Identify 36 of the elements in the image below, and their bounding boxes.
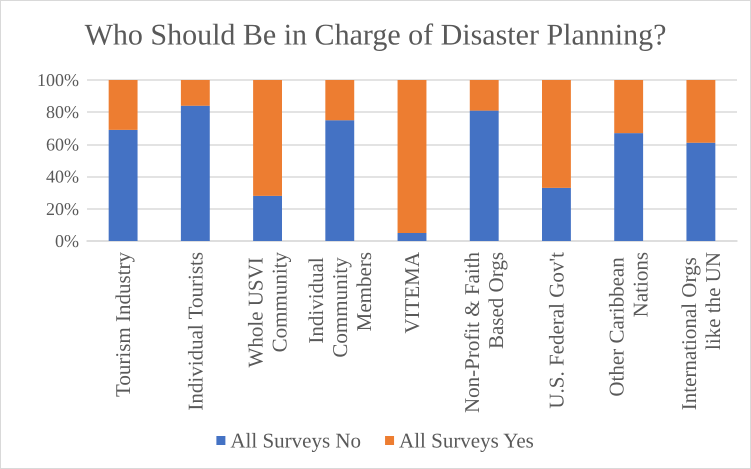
x-tick-label: Non-Profit & Faith Based Orgs xyxy=(460,252,508,413)
chart-title: Who Should Be in Charge of Disaster Planning? xyxy=(84,18,666,52)
bar xyxy=(108,80,138,130)
bar xyxy=(398,232,426,241)
bar xyxy=(542,80,571,188)
bar xyxy=(253,196,282,241)
y-tick-label: 100% xyxy=(37,70,79,90)
x-tick-label: U.S. Federal Gov't xyxy=(544,252,568,409)
bar xyxy=(325,120,354,241)
x-tick-label: Whole USVI Community xyxy=(244,252,292,368)
bar xyxy=(398,80,426,233)
y-tick-label: 80% xyxy=(46,102,79,122)
x-tick-label: Other Caribbean Nations xyxy=(604,252,653,397)
bar xyxy=(686,142,716,241)
bar xyxy=(325,80,354,120)
bar xyxy=(253,80,282,196)
legend-label: All Surveys No xyxy=(230,428,362,452)
legend-label: All Surveys Yes xyxy=(399,428,534,452)
x-tick-label: Individual Community Members xyxy=(304,252,376,358)
bar xyxy=(180,80,210,106)
bar xyxy=(108,130,138,241)
bar xyxy=(180,106,210,241)
bar xyxy=(686,80,716,143)
bar xyxy=(542,188,571,241)
x-tick-label: Tourism Industry xyxy=(111,252,136,397)
bar xyxy=(614,133,644,241)
x-tick-label: International Orgs like the UN xyxy=(676,252,725,410)
y-tick-label: 40% xyxy=(46,166,79,187)
bar xyxy=(470,110,499,241)
x-tick-label: Individual Tourists xyxy=(183,252,208,411)
y-tick-label: 0% xyxy=(55,231,79,251)
y-tick-label: 20% xyxy=(46,198,79,219)
bar xyxy=(614,80,644,134)
y-tick-label: 60% xyxy=(46,134,79,154)
bar xyxy=(470,80,499,111)
x-tick-label: VITEMA xyxy=(400,251,424,334)
